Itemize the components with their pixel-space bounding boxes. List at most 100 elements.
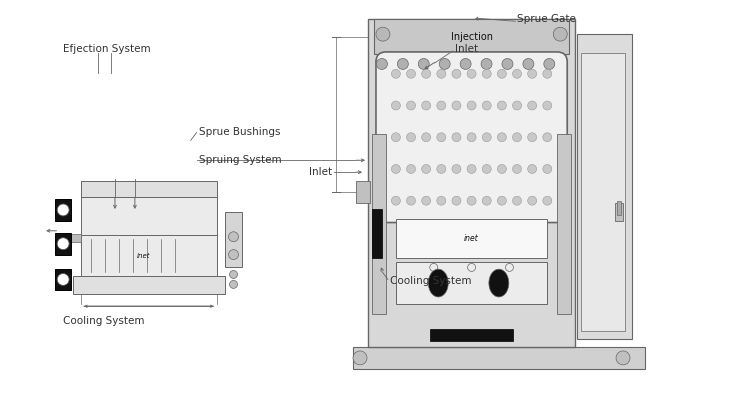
Text: Injection: Injection — [450, 32, 493, 42]
Bar — [372, 134, 386, 314]
Text: inet: inet — [464, 234, 479, 243]
Circle shape — [483, 133, 491, 142]
Circle shape — [512, 101, 521, 110]
Bar — [374, 19, 569, 54]
Circle shape — [397, 58, 408, 70]
Ellipse shape — [429, 269, 448, 297]
Circle shape — [467, 69, 476, 78]
Text: Cooling System: Cooling System — [64, 316, 145, 326]
Bar — [356, 181, 370, 203]
Circle shape — [512, 196, 521, 205]
Circle shape — [57, 204, 69, 216]
Circle shape — [467, 133, 476, 142]
Circle shape — [467, 164, 476, 174]
Circle shape — [543, 69, 552, 78]
Circle shape — [422, 69, 431, 78]
Bar — [81, 181, 217, 197]
Circle shape — [497, 164, 507, 174]
Text: Sprue Bushings: Sprue Bushings — [199, 128, 280, 138]
Bar — [81, 235, 217, 276]
Bar — [55, 233, 71, 255]
Text: inet: inet — [137, 253, 150, 259]
Circle shape — [229, 270, 237, 278]
Circle shape — [452, 69, 461, 78]
Circle shape — [422, 101, 431, 110]
Circle shape — [512, 133, 521, 142]
Circle shape — [391, 196, 400, 205]
Bar — [396, 219, 548, 258]
Circle shape — [437, 69, 446, 78]
Text: Inlet: Inlet — [455, 44, 477, 54]
Bar — [372, 209, 382, 258]
Text: Cooling System: Cooling System — [390, 276, 472, 286]
Circle shape — [437, 133, 446, 142]
Bar — [73, 276, 225, 294]
Circle shape — [437, 164, 446, 174]
Circle shape — [467, 101, 476, 110]
Circle shape — [460, 58, 471, 70]
Bar — [353, 347, 645, 369]
Circle shape — [376, 27, 390, 41]
Circle shape — [452, 101, 461, 110]
Circle shape — [422, 164, 431, 174]
Circle shape — [481, 58, 492, 70]
Text: Sprue Gate: Sprue Gate — [518, 14, 576, 24]
Circle shape — [407, 101, 415, 110]
Circle shape — [512, 164, 521, 174]
Circle shape — [528, 101, 537, 110]
Circle shape — [483, 196, 491, 205]
Circle shape — [543, 101, 552, 110]
FancyBboxPatch shape — [376, 52, 567, 222]
Circle shape — [512, 69, 521, 78]
Circle shape — [497, 101, 507, 110]
Circle shape — [437, 196, 446, 205]
Bar — [615, 204, 623, 221]
Circle shape — [391, 164, 400, 174]
Circle shape — [391, 101, 400, 110]
Circle shape — [483, 101, 491, 110]
Circle shape — [543, 196, 552, 205]
Circle shape — [497, 133, 507, 142]
Bar — [430, 329, 513, 341]
Circle shape — [528, 196, 537, 205]
Circle shape — [528, 69, 537, 78]
Circle shape — [502, 58, 513, 70]
Bar — [396, 262, 548, 304]
Ellipse shape — [489, 269, 509, 297]
Bar — [71, 234, 81, 242]
Bar — [55, 199, 71, 221]
Circle shape — [543, 164, 552, 174]
Circle shape — [228, 232, 239, 242]
Circle shape — [228, 250, 239, 260]
Circle shape — [407, 164, 415, 174]
Circle shape — [544, 58, 555, 70]
Circle shape — [377, 58, 388, 70]
Text: Inlet: Inlet — [309, 167, 332, 177]
Circle shape — [553, 27, 567, 41]
Circle shape — [439, 58, 450, 70]
Circle shape — [437, 101, 446, 110]
Bar — [368, 19, 575, 347]
Circle shape — [528, 164, 537, 174]
Circle shape — [229, 280, 237, 288]
Circle shape — [391, 69, 400, 78]
Circle shape — [523, 58, 534, 70]
Circle shape — [407, 196, 415, 205]
Circle shape — [452, 133, 461, 142]
Circle shape — [467, 196, 476, 205]
Circle shape — [391, 133, 400, 142]
Bar — [557, 134, 571, 314]
Circle shape — [543, 133, 552, 142]
Bar — [617, 201, 621, 215]
Circle shape — [616, 351, 630, 365]
Bar — [577, 34, 632, 339]
Circle shape — [353, 351, 367, 365]
Bar — [55, 268, 71, 290]
Circle shape — [422, 196, 431, 205]
Circle shape — [528, 133, 537, 142]
Circle shape — [407, 69, 415, 78]
Circle shape — [497, 69, 507, 78]
Circle shape — [483, 164, 491, 174]
Circle shape — [452, 164, 461, 174]
Bar — [81, 197, 217, 235]
